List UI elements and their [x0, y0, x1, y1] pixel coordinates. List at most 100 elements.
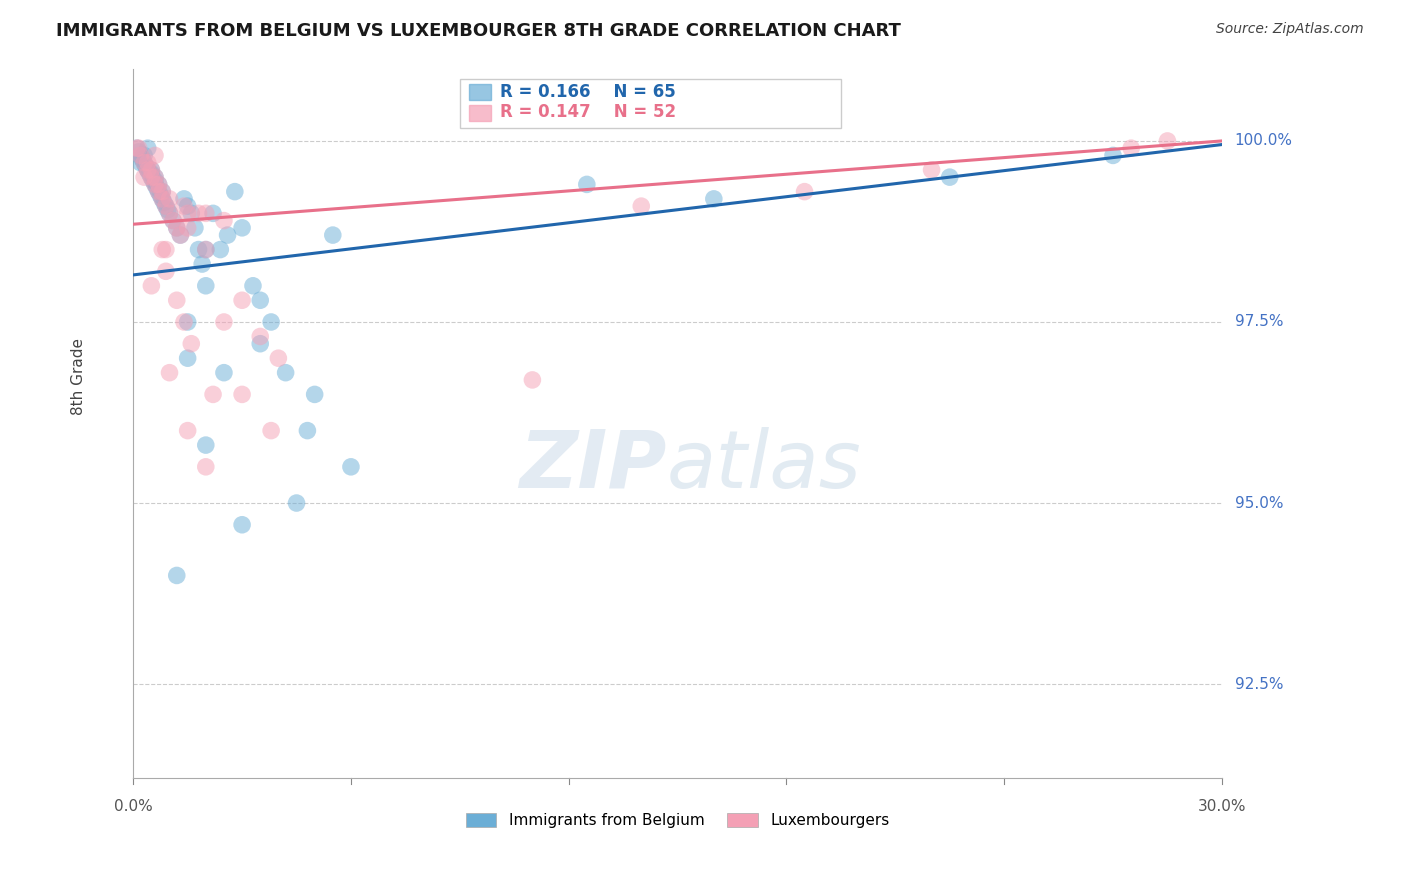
Point [150, 185, 173, 199]
Point [132, 148, 155, 162]
Point [180, 336, 202, 351]
Point [166, 220, 188, 235]
Point [150, 243, 173, 257]
Text: Source: ZipAtlas.com: Source: ZipAtlas.com [1216, 22, 1364, 37]
Point [159, 206, 181, 220]
Point [128, 141, 150, 155]
Point [166, 220, 188, 235]
Point [260, 424, 283, 438]
Point [191, 257, 214, 271]
Point [267, 351, 290, 366]
Point [136, 162, 159, 177]
Point [194, 243, 217, 257]
Point [231, 517, 253, 532]
Text: atlas: atlas [666, 427, 862, 505]
Point [249, 336, 271, 351]
Point [155, 264, 177, 278]
Point [150, 185, 173, 199]
Point [131, 152, 153, 166]
Point [176, 220, 198, 235]
Point [128, 145, 150, 159]
Point [141, 167, 163, 181]
Point [129, 148, 152, 162]
Point [141, 170, 163, 185]
Point [132, 155, 155, 169]
Text: 92.5%: 92.5% [1234, 676, 1284, 691]
Text: 97.5%: 97.5% [1234, 315, 1284, 329]
Point [212, 315, 235, 329]
Point [159, 192, 181, 206]
Point [224, 185, 246, 199]
Point [703, 192, 725, 206]
Point [146, 181, 169, 195]
Point [143, 170, 166, 185]
Point [141, 162, 163, 177]
Point [249, 293, 271, 308]
Point [209, 243, 232, 257]
Point [150, 192, 173, 206]
Point [143, 178, 166, 192]
Point [176, 206, 198, 220]
Point [173, 199, 195, 213]
Text: 100.0%: 100.0% [1234, 134, 1292, 148]
Text: 8th Grade: 8th Grade [72, 338, 86, 415]
Point [166, 568, 188, 582]
Point [169, 228, 191, 243]
Point [194, 438, 217, 452]
Point [249, 329, 271, 343]
Point [1121, 141, 1143, 155]
Text: IMMIGRANTS FROM BELGIUM VS LUXEMBOURGER 8TH GRADE CORRELATION CHART: IMMIGRANTS FROM BELGIUM VS LUXEMBOURGER … [56, 22, 901, 40]
Point [184, 220, 207, 235]
Point [125, 141, 148, 155]
Point [522, 373, 544, 387]
Point [304, 387, 326, 401]
Point [132, 155, 155, 169]
Point [166, 293, 188, 308]
Point [575, 178, 598, 192]
Point [173, 315, 195, 329]
Point [217, 228, 239, 243]
Point [187, 243, 209, 257]
Point [322, 228, 344, 243]
Point [242, 278, 264, 293]
Point [285, 496, 308, 510]
Point [212, 366, 235, 380]
Point [141, 170, 163, 185]
Point [176, 424, 198, 438]
Point [176, 315, 198, 329]
Point [921, 162, 943, 177]
Point [148, 185, 170, 199]
Point [143, 148, 166, 162]
Point [194, 206, 217, 220]
Point [136, 141, 159, 155]
Point [231, 220, 253, 235]
Text: R = 0.166    N = 65: R = 0.166 N = 65 [499, 83, 675, 101]
Text: ZIP: ZIP [519, 427, 666, 505]
Text: 95.0%: 95.0% [1234, 496, 1284, 510]
Point [148, 178, 170, 192]
Point [212, 213, 235, 227]
Point [141, 278, 163, 293]
Point [297, 424, 319, 438]
Point [202, 387, 225, 401]
Point [176, 351, 198, 366]
Point [793, 185, 815, 199]
Point [162, 213, 184, 227]
Point [141, 162, 163, 177]
Point [143, 178, 166, 192]
FancyBboxPatch shape [460, 78, 841, 128]
Point [169, 228, 191, 243]
Point [132, 170, 155, 185]
Point [231, 387, 253, 401]
Point [159, 206, 181, 220]
Point [938, 170, 960, 185]
Point [159, 366, 181, 380]
Text: 30.0%: 30.0% [1198, 798, 1246, 814]
Point [180, 206, 202, 220]
Point [340, 459, 363, 474]
Legend: Immigrants from Belgium, Luxembourgers: Immigrants from Belgium, Luxembourgers [460, 807, 896, 834]
Point [176, 199, 198, 213]
Point [143, 170, 166, 185]
Point [630, 199, 652, 213]
Point [1156, 134, 1178, 148]
